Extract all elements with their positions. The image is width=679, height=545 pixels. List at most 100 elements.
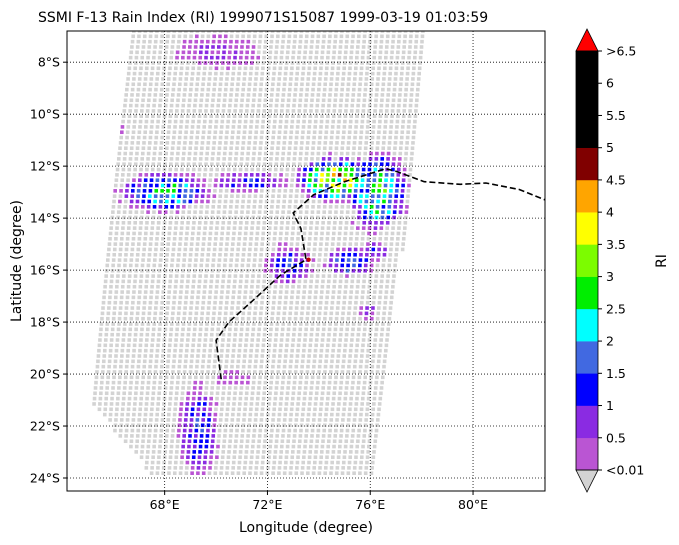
no-rain-pixel — [274, 221, 278, 225]
no-rain-pixel — [302, 284, 307, 289]
no-rain-pixel — [135, 434, 140, 438]
no-rain-pixel — [195, 130, 200, 135]
no-rain-pixel — [306, 412, 311, 417]
no-rain-pixel — [419, 50, 423, 55]
rain-pixel — [384, 178, 388, 182]
rain-pixel — [193, 439, 198, 444]
no-rain-pixel — [273, 455, 277, 460]
no-rain-pixel — [271, 359, 276, 364]
no-rain-pixel — [274, 45, 279, 49]
no-rain-pixel — [150, 71, 154, 76]
rain-pixel — [294, 252, 299, 257]
no-rain-pixel — [167, 284, 172, 289]
no-rain-pixel — [341, 359, 346, 364]
no-rain-pixel — [254, 359, 258, 364]
no-rain-pixel — [112, 306, 117, 310]
no-rain-pixel — [311, 82, 316, 87]
no-rain-pixel — [368, 386, 372, 390]
no-rain-pixel — [330, 130, 334, 135]
no-rain-pixel — [235, 87, 240, 92]
no-rain-pixel — [324, 460, 329, 465]
no-rain-pixel — [390, 290, 395, 294]
no-rain-pixel — [268, 109, 272, 113]
no-rain-pixel — [210, 210, 215, 214]
no-rain-pixel — [306, 311, 310, 316]
no-rain-pixel — [378, 231, 383, 236]
no-rain-pixel — [203, 338, 208, 342]
rain-pixel — [149, 178, 154, 182]
no-rain-pixel — [122, 162, 126, 166]
no-rain-pixel — [268, 221, 273, 225]
no-rain-pixel — [214, 460, 219, 465]
rain-pixel — [202, 466, 207, 470]
no-rain-pixel — [93, 391, 97, 396]
no-rain-pixel — [164, 98, 169, 103]
no-rain-pixel — [270, 370, 275, 374]
no-rain-pixel — [198, 109, 202, 113]
no-rain-pixel — [173, 407, 177, 412]
no-rain-pixel — [284, 460, 288, 465]
no-rain-pixel — [327, 221, 331, 225]
rain-pixel — [245, 50, 249, 55]
no-rain-pixel — [219, 77, 223, 81]
no-rain-pixel — [174, 114, 178, 119]
no-rain-pixel — [354, 125, 358, 129]
no-rain-pixel — [409, 162, 413, 166]
no-rain-pixel — [375, 375, 379, 380]
no-rain-pixel — [270, 205, 274, 209]
no-rain-pixel — [311, 263, 315, 268]
no-rain-pixel — [223, 146, 228, 151]
no-rain-pixel — [280, 386, 285, 390]
no-rain-pixel — [135, 380, 139, 385]
no-rain-pixel — [336, 354, 341, 358]
no-rain-pixel — [224, 31, 229, 33]
no-rain-pixel — [263, 439, 267, 444]
no-rain-pixel — [296, 348, 300, 353]
rain-pixel — [352, 263, 356, 268]
no-rain-pixel — [353, 135, 357, 140]
no-rain-pixel — [129, 258, 134, 262]
no-rain-pixel — [234, 210, 238, 214]
no-rain-pixel — [166, 354, 171, 358]
no-rain-pixel — [189, 242, 194, 246]
rain-pixel — [206, 39, 210, 44]
no-rain-pixel — [282, 194, 287, 198]
no-rain-pixel — [139, 338, 143, 342]
no-rain-pixel — [379, 338, 383, 342]
no-rain-pixel — [267, 119, 271, 124]
no-rain-pixel — [288, 306, 293, 310]
no-rain-pixel — [399, 141, 404, 145]
no-rain-pixel — [378, 295, 382, 300]
no-rain-pixel — [330, 247, 334, 252]
rain-pixel — [379, 162, 384, 166]
no-rain-pixel — [136, 423, 141, 428]
rain-pixel — [215, 55, 220, 60]
no-rain-pixel — [389, 295, 394, 300]
no-rain-pixel — [295, 71, 299, 76]
no-rain-pixel — [135, 375, 140, 380]
no-rain-pixel — [203, 173, 207, 177]
no-rain-pixel — [179, 343, 184, 348]
no-rain-pixel — [132, 348, 136, 353]
no-rain-pixel — [346, 82, 351, 87]
no-rain-pixel — [138, 119, 143, 124]
x-tick-label: 68°E — [150, 497, 180, 512]
no-rain-pixel — [182, 370, 187, 374]
rain-pixel — [349, 178, 353, 182]
no-rain-pixel — [328, 210, 332, 214]
rain-pixel — [405, 205, 409, 209]
no-rain-pixel — [233, 386, 238, 390]
no-rain-pixel — [190, 236, 195, 241]
no-rain-pixel — [156, 466, 160, 470]
no-rain-pixel — [157, 109, 162, 113]
no-rain-pixel — [235, 258, 239, 262]
rain-pixel — [218, 34, 222, 39]
no-rain-pixel — [304, 380, 309, 385]
no-rain-pixel — [217, 199, 222, 204]
no-rain-pixel — [210, 215, 214, 220]
no-rain-pixel — [226, 290, 230, 294]
rain-pixel — [183, 194, 187, 198]
no-rain-pixel — [254, 71, 259, 76]
no-rain-pixel — [188, 370, 193, 374]
no-rain-pixel — [177, 135, 182, 140]
